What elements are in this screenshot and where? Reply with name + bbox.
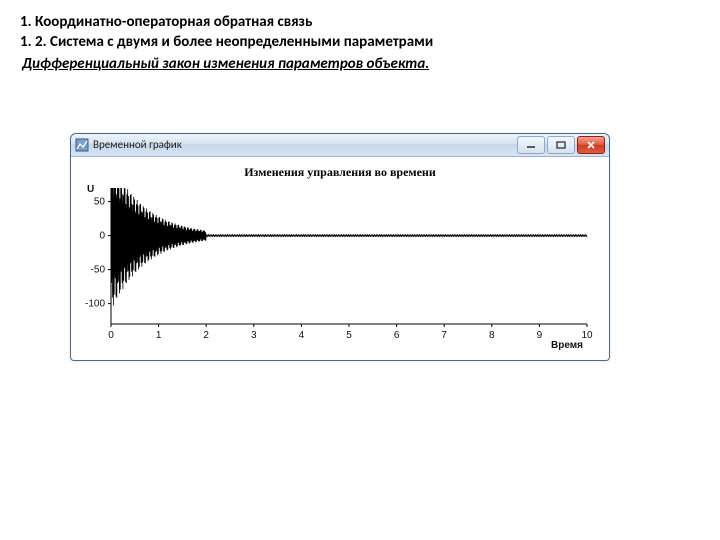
svg-text:2: 2: [203, 330, 209, 341]
minimize-button[interactable]: [517, 136, 545, 154]
svg-text:0: 0: [99, 230, 105, 241]
chart-area: Изменения управления во времени 500-50-1…: [71, 157, 609, 360]
close-button[interactable]: [577, 136, 605, 154]
chart-title: Изменения управления во времени: [77, 161, 603, 182]
heading-line1: 1. Координатно-операторная обратная связ…: [20, 12, 700, 32]
svg-text:10: 10: [581, 330, 593, 341]
subheading: Дифференциальный закон изменения парамет…: [22, 55, 700, 73]
svg-text:3: 3: [251, 330, 257, 341]
svg-text:7: 7: [441, 330, 447, 341]
svg-text:0: 0: [108, 330, 114, 341]
svg-text:9: 9: [537, 330, 543, 341]
app-icon: [75, 138, 89, 152]
svg-text:8: 8: [489, 330, 495, 341]
window-title: Временной график: [93, 138, 513, 151]
svg-text:4: 4: [299, 330, 305, 341]
svg-text:5: 5: [346, 330, 352, 341]
chart-plot: 50 0 -50 -100 0 1 2 3 4 5 6 7 8 9 10 U Время: [77, 182, 599, 352]
svg-text:-100: -100: [85, 298, 105, 309]
maximize-button[interactable]: [547, 136, 575, 154]
app-window: Временной график Изменения управления во…: [70, 133, 610, 361]
heading-line2: 1. 2. Система с двумя и более неопределе…: [20, 32, 700, 52]
svg-text:6: 6: [394, 330, 400, 341]
titlebar: Временной график: [71, 134, 609, 157]
svg-text:Время: Время: [551, 340, 583, 351]
svg-text:-50: -50: [91, 264, 106, 275]
svg-text:1: 1: [156, 330, 162, 341]
svg-text:50: 50: [94, 196, 106, 207]
svg-text:U: U: [87, 184, 94, 195]
